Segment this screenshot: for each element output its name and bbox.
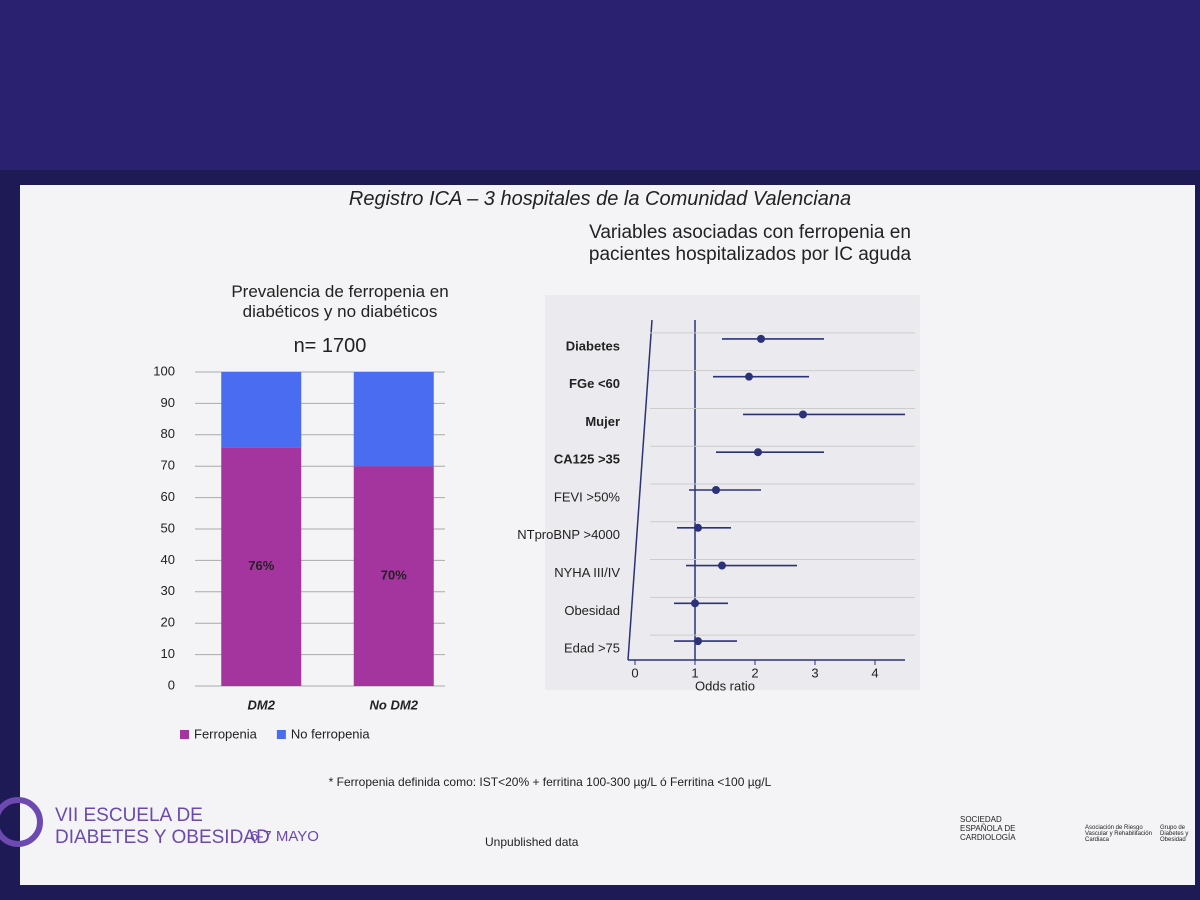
category-label: Mujer <box>585 414 620 429</box>
odds-ratio-point <box>712 486 720 494</box>
footnote: * Ferropenia definida como: IST<20% + fe… <box>328 775 772 789</box>
x-tick-label: No DM2 <box>370 697 419 712</box>
x-tick-label: 2 <box>751 665 758 680</box>
odds-ratio-point <box>745 372 753 381</box>
bar-chart-title: Prevalencia de ferropenia en diabéticos … <box>231 282 449 321</box>
data-label: 76% <box>248 558 274 573</box>
data-label: 70% <box>381 568 407 583</box>
background <box>0 0 1200 170</box>
y-tick-label: 30 <box>161 583 175 598</box>
x-tick-label: DM2 <box>248 697 276 712</box>
category-label: Diabetes <box>566 338 620 353</box>
y-tick-label: 70 <box>161 458 175 473</box>
odds-ratio-point <box>718 561 726 570</box>
slide-title: Registro ICA – 3 hospitales de la Comuni… <box>348 188 852 210</box>
y-tick-label: 80 <box>161 426 175 441</box>
legend-label: Ferropenia <box>194 726 258 741</box>
bar-segment <box>353 466 434 686</box>
event-name: VII ESCUELA DE DIABETES Y OBESIDAD <box>55 805 270 849</box>
legend-swatch <box>180 730 189 739</box>
odds-ratio-point <box>757 334 765 343</box>
forest-panel <box>545 295 920 690</box>
status: Unpublished data <box>485 835 579 849</box>
logo-text: Grupo de Diabetes y Obesidad <box>1160 825 1189 843</box>
odds-ratio-point <box>691 599 699 608</box>
odds-ratio-point <box>694 637 702 646</box>
y-tick-label: 60 <box>161 489 175 504</box>
annotation: n= 1700 <box>293 335 367 357</box>
bar-segment <box>221 447 302 686</box>
bar-segment <box>353 372 434 467</box>
x-axis-label: Odds ratio <box>695 678 755 693</box>
event-dates: 6-7 MAYO <box>250 828 319 845</box>
logo-text: SOCIEDAD ESPAÑOLA DE CARDIOLOGÍA <box>960 815 1016 842</box>
x-tick-label: 4 <box>871 665 878 680</box>
category-label: NYHA III/IV <box>554 565 620 580</box>
logo-text: Asociación de Riesgo Vascular y Rehabili… <box>1085 825 1152 843</box>
odds-ratio-point <box>694 523 702 532</box>
category-label: FEVI >50% <box>554 489 621 504</box>
bar-segment <box>221 372 302 448</box>
y-tick-label: 50 <box>161 520 175 535</box>
y-tick-label: 40 <box>161 552 175 567</box>
x-tick-label: 3 <box>811 665 818 680</box>
axis <box>627 319 653 661</box>
y-tick-label: 0 <box>168 677 175 692</box>
category-label: NTproBNP >4000 <box>517 527 620 542</box>
category-label: FGe <60 <box>569 376 620 391</box>
y-tick-label: 90 <box>161 395 175 410</box>
event-line: DIABETES Y OBESIDAD <box>55 827 270 848</box>
category-label: Obesidad <box>564 603 620 618</box>
event-line: VII ESCUELA DE <box>55 805 203 826</box>
legend-label: No ferropenia <box>291 726 371 741</box>
odds-ratio-point <box>754 448 762 457</box>
x-tick-label: 0 <box>631 665 638 680</box>
odds-ratio-point <box>799 410 807 419</box>
legend-swatch <box>276 730 286 739</box>
category-label: Edad >75 <box>564 641 620 656</box>
y-tick-label: 100 <box>153 363 175 378</box>
category-label: CA125 >35 <box>554 452 620 467</box>
x-tick-label: 1 <box>691 665 698 680</box>
y-tick-label: 20 <box>161 615 175 630</box>
forest-title: Variables asociadas con ferropenia en pa… <box>588 222 912 265</box>
event-logo <box>0 797 43 847</box>
y-tick-label: 10 <box>161 646 175 661</box>
